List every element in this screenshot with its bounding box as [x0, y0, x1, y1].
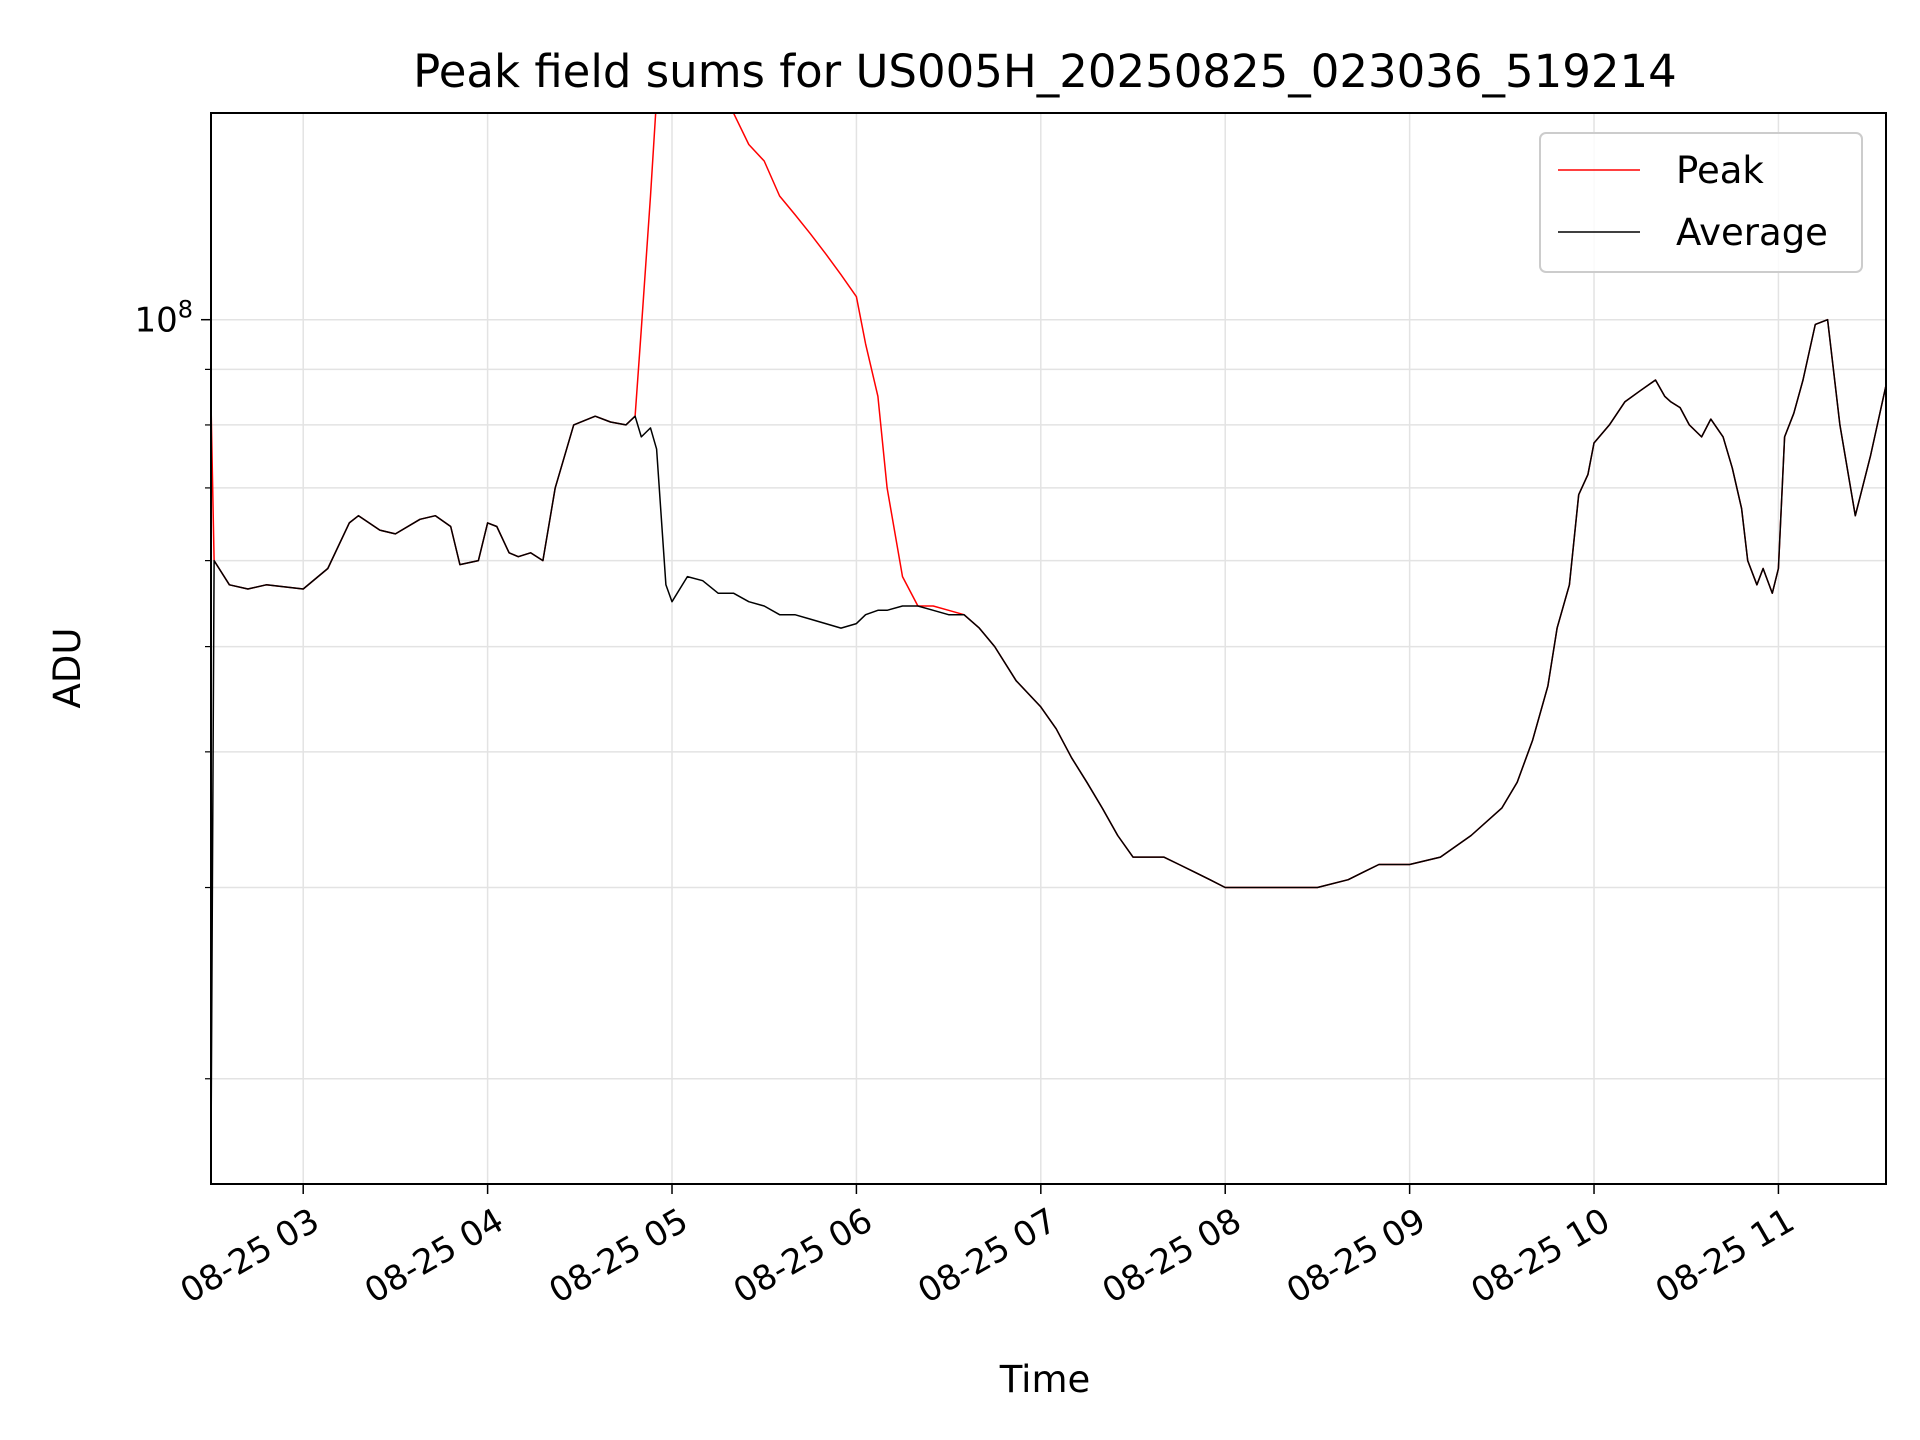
grid — [211, 113, 1886, 1184]
legend-peak-label: Peak — [1676, 149, 1764, 192]
plot-area — [211, 113, 1886, 1156]
legend: Peak Average — [1539, 132, 1863, 273]
legend-box — [1539, 132, 1863, 273]
legend-average-label: Average — [1676, 211, 1828, 254]
axes-frame — [210, 112, 1887, 1185]
y-tick-label: 108 — [134, 296, 193, 341]
x-axis-label: Time — [999, 1358, 1091, 1401]
chart-title: Peak field sums for US005H_20250825_0230… — [413, 45, 1677, 98]
series-line-average — [211, 318, 1886, 1156]
y-axis-label: ADU — [46, 628, 89, 709]
